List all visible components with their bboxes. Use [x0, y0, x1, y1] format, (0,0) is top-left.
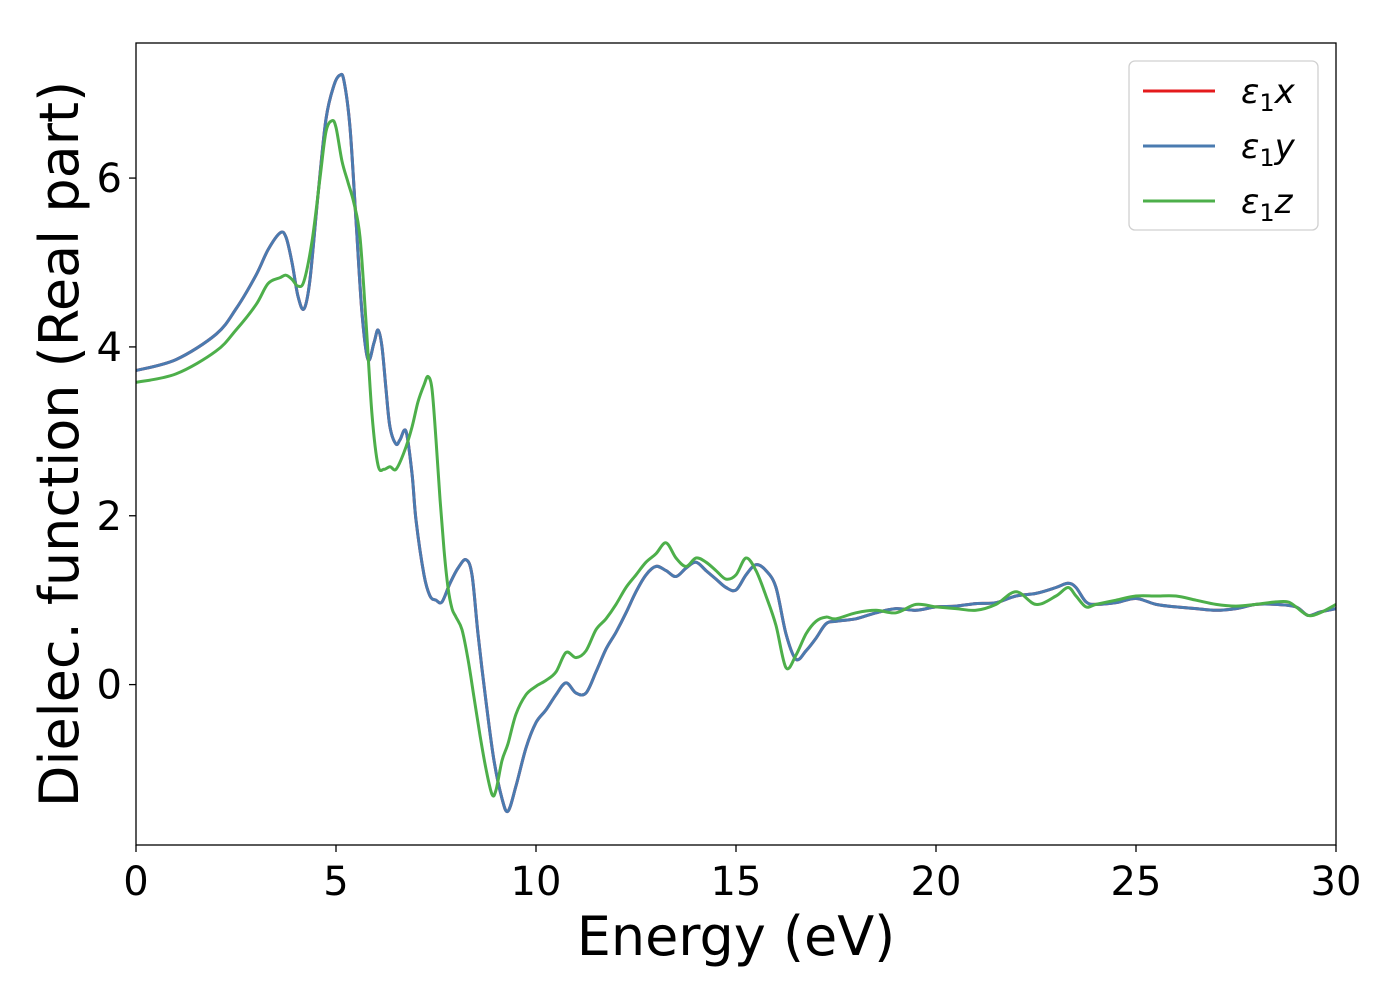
- y-tick-label: 0: [97, 663, 122, 709]
- y-axis-label: Dielec. function (Real part): [28, 81, 91, 807]
- axis-ticks: 0 5 10 15 20 25 30 0 2 4 6: [97, 156, 1362, 905]
- series-line-z: [135, 119, 1337, 798]
- x-tick-label: 10: [511, 859, 562, 905]
- x-tick-label: 15: [711, 859, 762, 905]
- legend-label: ε1y: [1241, 127, 1296, 172]
- y-tick-label: 2: [97, 494, 122, 540]
- x-tick-label: 20: [911, 859, 962, 905]
- series-lines: [135, 72, 1337, 814]
- x-tick-label: 5: [323, 859, 348, 905]
- legend-box: [1128, 60, 1319, 231]
- y-tick-label: 6: [97, 156, 122, 202]
- x-tick-label: 0: [123, 859, 148, 905]
- legend-label: ε1x: [1241, 72, 1296, 117]
- y-tick-label: 4: [97, 325, 122, 371]
- x-tick-label: 25: [1111, 859, 1162, 905]
- legend: ε1x ε1y ε1z: [1128, 60, 1319, 231]
- series-line-y: [135, 72, 1337, 814]
- legend-label: ε1z: [1241, 182, 1294, 227]
- x-tick-label: 30: [1311, 859, 1362, 905]
- x-axis-label: Energy (eV): [577, 905, 896, 968]
